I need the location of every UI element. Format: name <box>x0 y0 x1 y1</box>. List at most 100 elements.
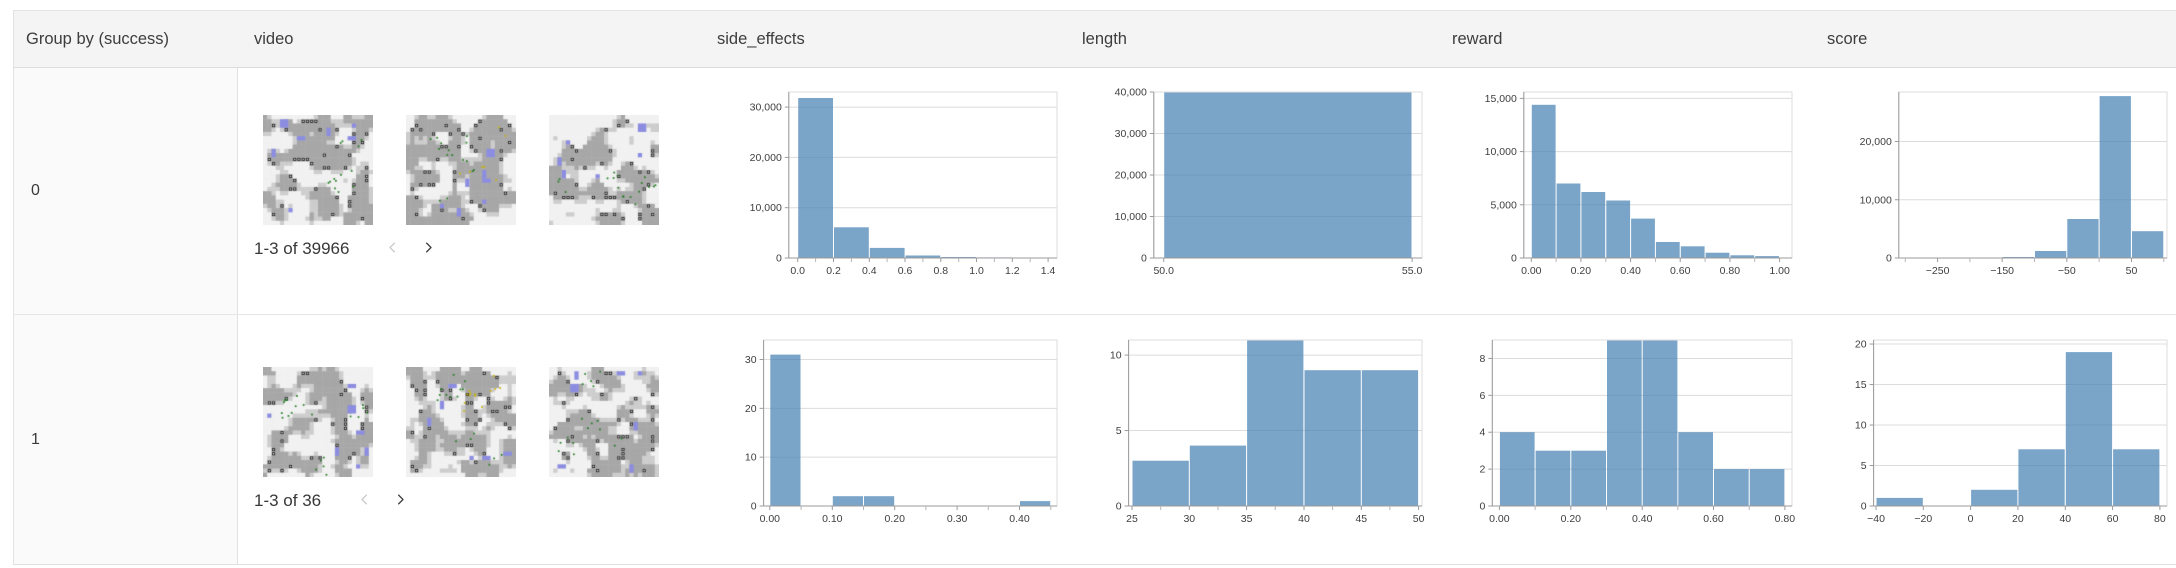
svg-text:1.00: 1.00 <box>1769 265 1790 277</box>
reward-cell-group-1: 0 2 4 6 8 0.00 0.20 0.40 0.60 0.80 <box>1436 315 1811 564</box>
svg-text:−50: −50 <box>2058 265 2076 277</box>
video-thumbnail[interactable] <box>406 115 516 225</box>
histogram-side-effects-group-0: 0 10,000 20,000 30,000 0.0 0.2 0.4 0.6 0.8 1.0 1.2… <box>750 91 1058 277</box>
table-row-group-1: 1 1-3 of 36 0 10 20 30 0.00 0.10 0.20 0.30 0.40 <box>14 315 2176 565</box>
video-pagination: 1-3 of 39966 <box>254 238 701 260</box>
video-thumbnails <box>263 367 701 477</box>
svg-text:0.00: 0.00 <box>760 513 781 525</box>
svg-text:0.00: 0.00 <box>1489 513 1510 525</box>
svg-text:1.2: 1.2 <box>1005 265 1020 277</box>
pagination-label: 1-3 of 36 <box>254 491 322 510</box>
grouped-runs-table: Group by (success) video side_effects le… <box>13 10 2176 565</box>
svg-text:10: 10 <box>1855 420 1867 432</box>
video-thumbnails <box>263 115 701 225</box>
column-header-length[interactable]: length <box>1082 29 1127 48</box>
column-header-reward[interactable]: reward <box>1452 29 1503 48</box>
video-pagination: 1-3 of 36 <box>254 490 701 512</box>
svg-text:0.4: 0.4 <box>862 265 877 277</box>
svg-text:40,000: 40,000 <box>1115 87 1147 99</box>
svg-text:25: 25 <box>1126 513 1138 525</box>
svg-text:40: 40 <box>2059 513 2071 525</box>
column-header-group[interactable]: Group by (success) <box>26 29 170 48</box>
length-cell-group-0: 0 10,000 20,000 30,000 40,000 50.0 55.0 <box>1066 68 1436 314</box>
svg-text:0: 0 <box>1116 501 1122 513</box>
histogram-reward-group-0: 0 5,000 10,000 15,000 0.00 0.20 0.40 0.60 0.80 1.… <box>1485 91 1793 277</box>
svg-text:0.80: 0.80 <box>1775 513 1796 525</box>
length-cell-group-1: 0 5 10 25 30 35 40 45 50 <box>1066 315 1436 564</box>
svg-text:0.0: 0.0 <box>790 265 805 277</box>
score-cell-group-1: 0 5 10 15 20 −40 −20 0 20 40 60 80 <box>1811 315 2176 564</box>
svg-text:10,000: 10,000 <box>750 202 782 214</box>
video-thumbnail[interactable] <box>406 367 516 477</box>
svg-text:40: 40 <box>1298 513 1310 525</box>
svg-text:6: 6 <box>1479 390 1485 402</box>
prev-page-button[interactable] <box>353 490 375 512</box>
group-value: 1 <box>31 430 40 448</box>
svg-text:50: 50 <box>2126 265 2138 277</box>
column-header-video[interactable]: video <box>254 29 294 48</box>
video-thumbnail[interactable] <box>263 367 373 477</box>
chevron-right-icon <box>393 492 408 510</box>
reward-cell-group-0: 0 5,000 10,000 15,000 0.00 0.20 0.40 0.60 0.80 1.… <box>1436 68 1811 314</box>
svg-text:−40: −40 <box>1867 513 1885 525</box>
svg-text:20,000: 20,000 <box>750 152 782 164</box>
svg-text:55.0: 55.0 <box>1402 265 1423 277</box>
svg-text:20,000: 20,000 <box>1115 170 1147 182</box>
video-thumbnail[interactable] <box>263 115 373 225</box>
prev-page-button[interactable] <box>381 238 403 260</box>
svg-text:80: 80 <box>2154 513 2166 525</box>
svg-text:0: 0 <box>1511 253 1517 265</box>
svg-text:0: 0 <box>1141 253 1147 265</box>
svg-text:10: 10 <box>1110 350 1122 362</box>
svg-text:0.40: 0.40 <box>1009 513 1030 525</box>
svg-text:2: 2 <box>1479 464 1485 476</box>
column-header-side-effects[interactable]: side_effects <box>717 29 805 48</box>
svg-text:−150: −150 <box>1990 265 2014 277</box>
svg-text:0: 0 <box>751 501 757 513</box>
svg-text:0: 0 <box>1968 513 1974 525</box>
svg-text:45: 45 <box>1355 513 1367 525</box>
svg-text:0.60: 0.60 <box>1703 513 1724 525</box>
svg-text:0: 0 <box>1861 501 1867 513</box>
video-cell-group-0: 1-3 of 39966 <box>238 68 701 314</box>
chevron-right-icon <box>421 240 436 258</box>
svg-text:10,000: 10,000 <box>1115 211 1147 223</box>
svg-text:0.40: 0.40 <box>1620 265 1641 277</box>
next-page-button[interactable] <box>389 490 411 512</box>
table-header-row: Group by (success) video side_effects le… <box>14 11 2176 68</box>
svg-text:1.4: 1.4 <box>1041 265 1056 277</box>
svg-text:0.20: 0.20 <box>884 513 905 525</box>
svg-text:5: 5 <box>1861 460 1867 472</box>
svg-text:0: 0 <box>1479 501 1485 513</box>
svg-text:4: 4 <box>1479 427 1485 439</box>
svg-text:0.60: 0.60 <box>1670 265 1691 277</box>
group-value: 0 <box>31 182 40 199</box>
histogram-length-group-0: 0 10,000 20,000 30,000 40,000 50.0 55.0 <box>1115 87 1423 277</box>
next-page-button[interactable] <box>417 238 439 260</box>
svg-text:50: 50 <box>1413 513 1425 525</box>
video-thumbnail[interactable] <box>549 367 659 477</box>
video-thumbnail[interactable] <box>549 115 659 225</box>
svg-text:30: 30 <box>1183 513 1195 525</box>
svg-text:20: 20 <box>1855 339 1867 351</box>
histogram-score-group-1: 0 5 10 15 20 −40 −20 0 20 40 60 80 <box>1855 339 2168 525</box>
svg-text:10: 10 <box>745 452 757 464</box>
histogram-reward-group-1: 0 2 4 6 8 0.00 0.20 0.40 0.60 0.80 <box>1479 339 1796 525</box>
pagination-label: 1-3 of 39966 <box>254 239 350 258</box>
histogram-length-group-1: 0 5 10 25 30 35 40 45 50 <box>1110 339 1425 525</box>
table-row-group-0: 0 1-3 of 39966 0 10,000 20,000 30,000 0.0 0.2… <box>14 68 2176 315</box>
svg-text:0.2: 0.2 <box>826 265 841 277</box>
group-value-cell: 0 <box>14 68 238 314</box>
svg-text:30: 30 <box>745 354 757 366</box>
svg-text:0: 0 <box>776 253 782 265</box>
score-cell-group-0: 0 10,000 20,000 −250 −150 −50 50 <box>1811 68 2176 314</box>
column-header-score[interactable]: score <box>1827 29 1868 48</box>
svg-text:0.40: 0.40 <box>1632 513 1653 525</box>
svg-text:0.30: 0.30 <box>947 513 968 525</box>
svg-text:0.6: 0.6 <box>898 265 913 277</box>
svg-text:1.0: 1.0 <box>969 265 984 277</box>
svg-text:0.80: 0.80 <box>1720 265 1741 277</box>
svg-text:0.8: 0.8 <box>933 265 948 277</box>
svg-text:−250: −250 <box>1926 265 1950 277</box>
svg-text:8: 8 <box>1479 353 1485 365</box>
